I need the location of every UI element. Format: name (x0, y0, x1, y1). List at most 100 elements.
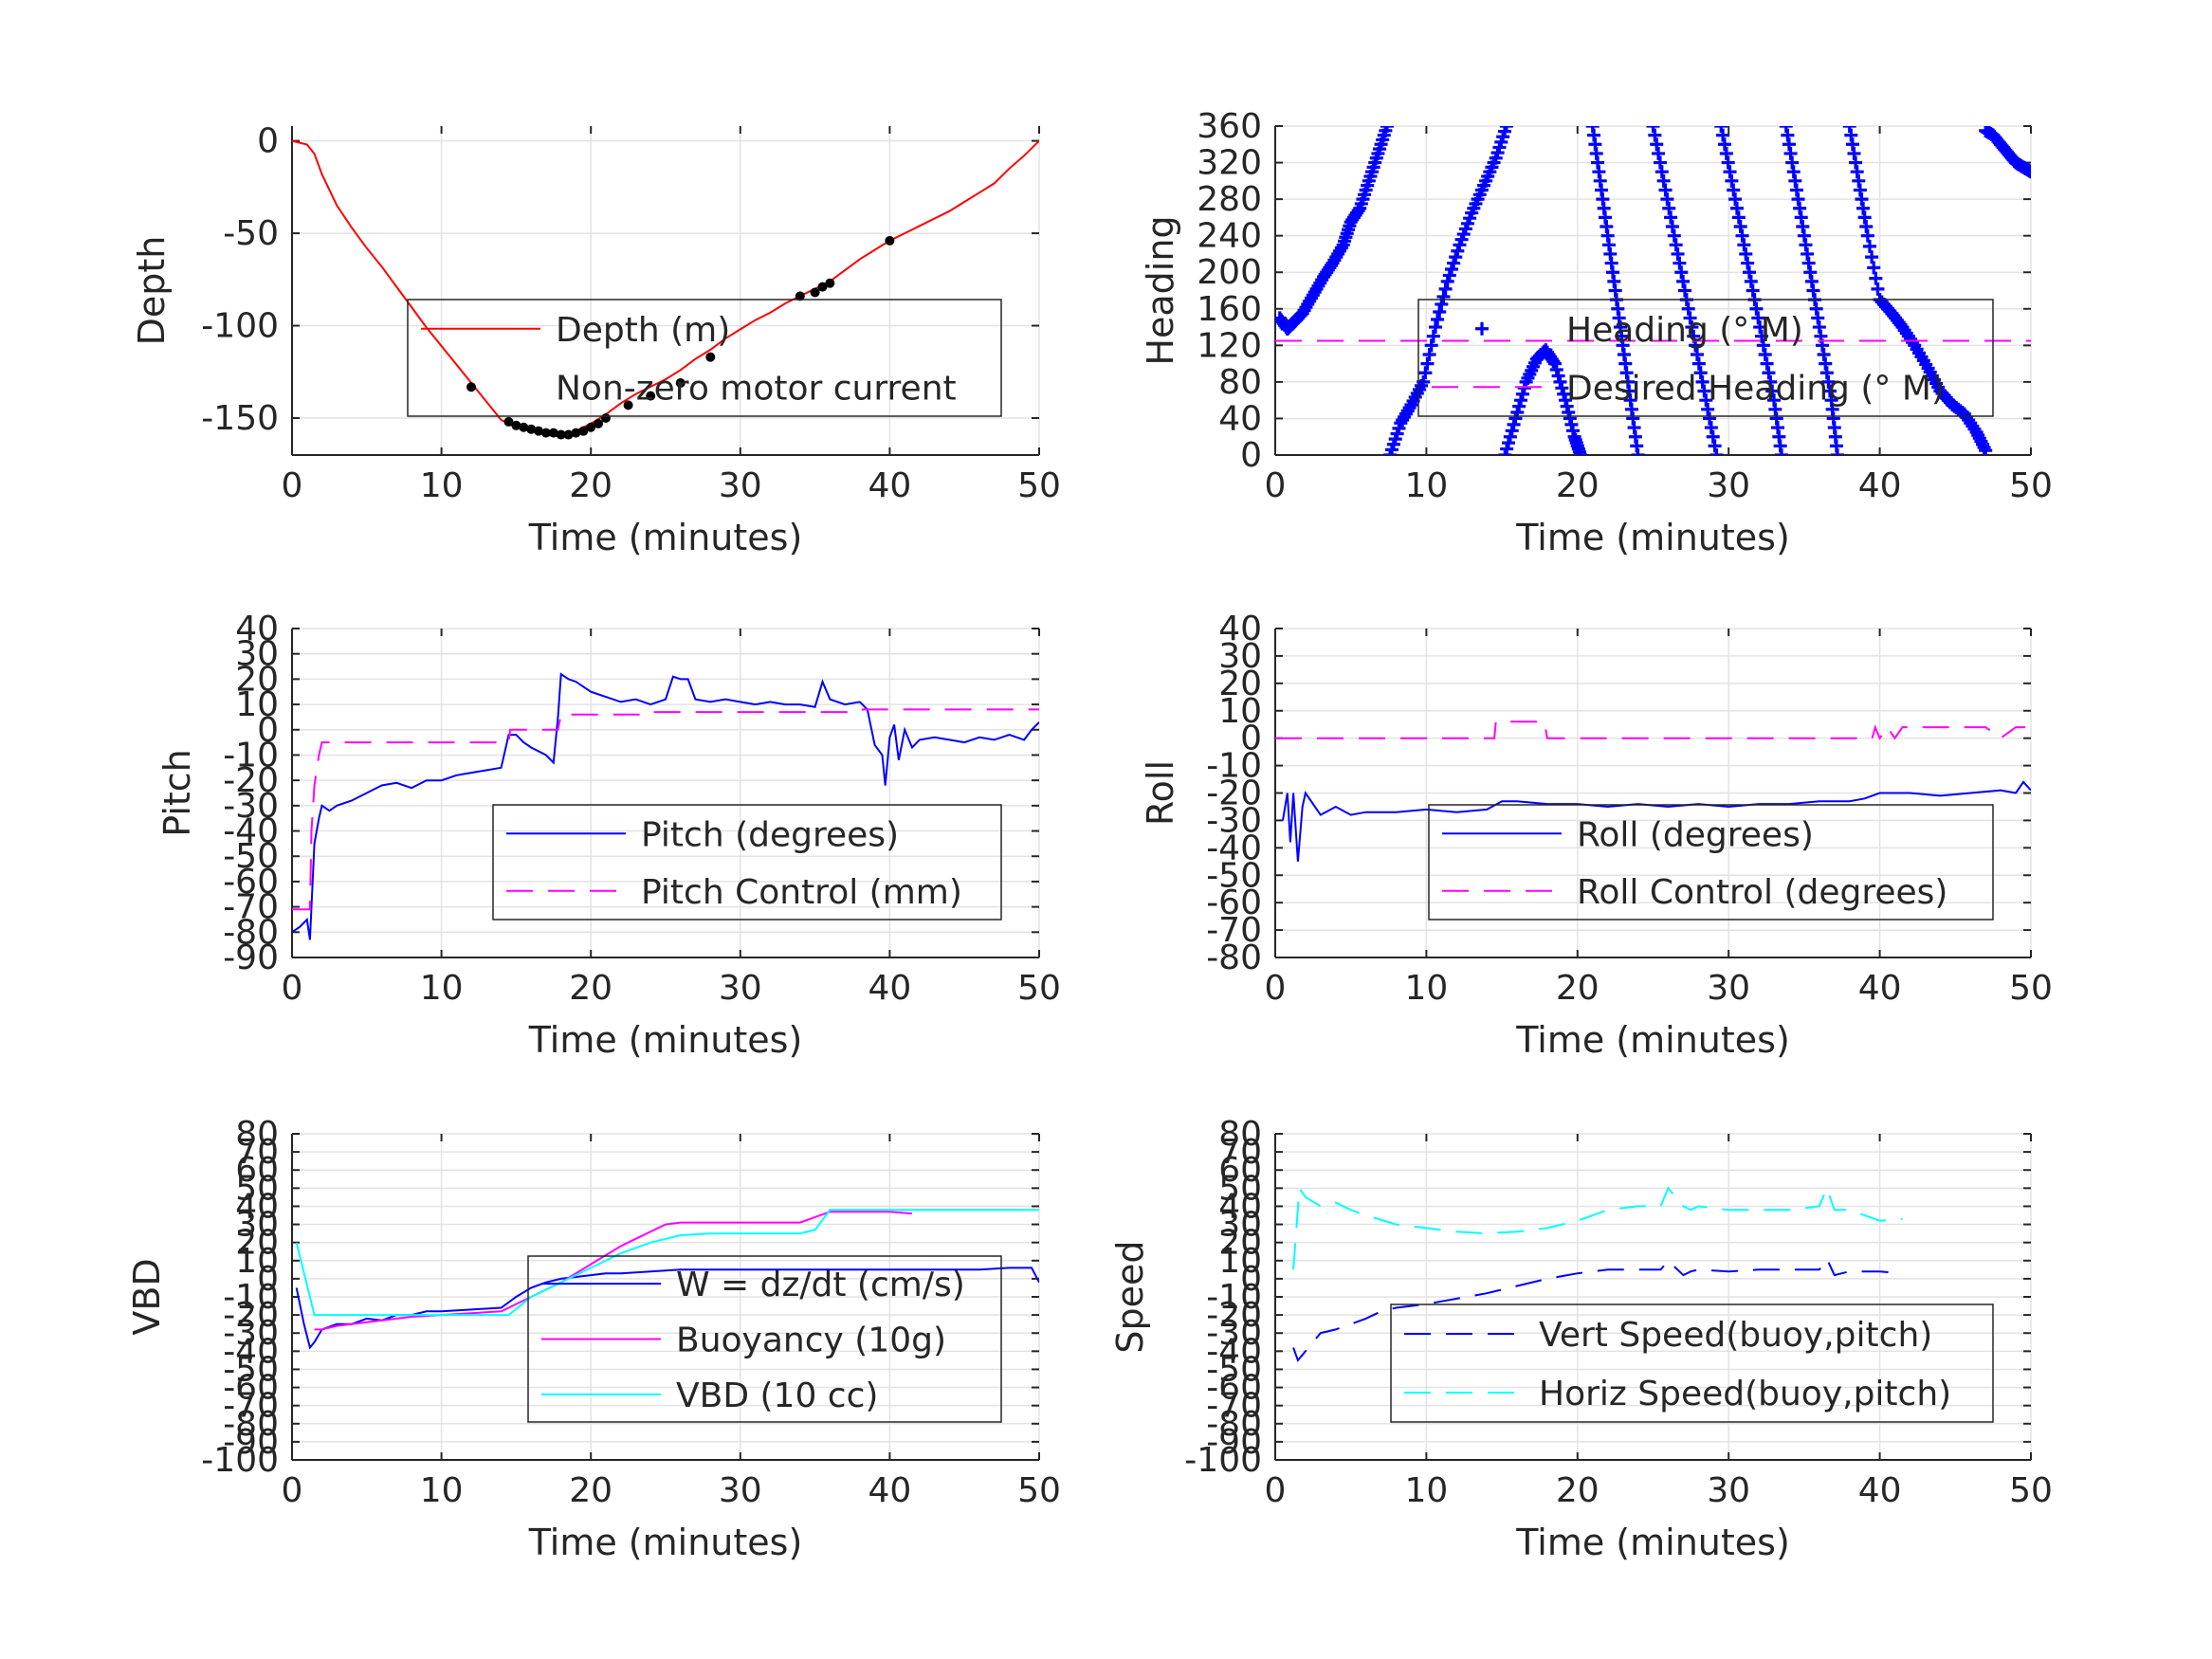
heading-series-0-marker (1862, 239, 1876, 253)
heading-series-0-marker (1774, 448, 1788, 455)
depth-series-1-point (885, 235, 895, 246)
y-tick-label: -50 (223, 214, 279, 253)
heading-series-0-marker (1503, 429, 1517, 444)
heading-series-0-marker (1714, 126, 1728, 133)
vbd-ylabel: VBD (126, 1258, 168, 1335)
y-tick-label: -70 (1206, 911, 1262, 950)
legend-label: Desired Heading (° M) (1566, 369, 1945, 408)
depth-series-1-point (675, 377, 686, 388)
legend-label: W = dz/dt (cm/s) (676, 1266, 965, 1304)
heading-series-0-marker (1865, 250, 1879, 264)
y-tick-label: 50 (235, 1169, 279, 1208)
x-tick-label: 40 (1858, 969, 1902, 1008)
legend-box (407, 299, 1002, 417)
heading-series-0-marker (1716, 128, 1730, 142)
depth-series-1-point (810, 287, 820, 298)
heading-series-0-marker (1669, 238, 1683, 252)
subplot-vbd: 0 10 20 30 40 50-100-90-80-70-60-50-40-30-20-… (126, 1115, 1061, 1563)
y-tick-label: 20 (1218, 665, 1262, 703)
heading-series-0-marker (1660, 192, 1674, 207)
heading-series-0-marker (1662, 201, 1676, 215)
heading-series-0-marker (1667, 228, 1681, 243)
roll-xlabel: Time (minutes) (1515, 1019, 1790, 1061)
legend-label: Horiz Speed(buoy,pitch) (1539, 1375, 1951, 1413)
y-tick-label: -60 (1206, 884, 1262, 922)
heading-series-0-marker (1762, 366, 1776, 380)
heading-series-0-marker (1676, 274, 1691, 288)
x-tick-label: 40 (868, 1471, 911, 1510)
heading-series-0-marker (1742, 265, 1756, 280)
heading-series-0-marker (1553, 374, 1567, 389)
heading-series-0-marker (1683, 311, 1697, 325)
heading-series-0-marker (1867, 261, 1881, 275)
heading-xlabel: Time (minutes) (1515, 517, 1790, 558)
y-tick-label: 160 (1197, 290, 1262, 329)
y-tick-label: 30 (1218, 637, 1262, 676)
x-tick-label: 30 (719, 466, 762, 505)
depth-series-1-point (825, 278, 835, 288)
x-tick-label: 30 (1707, 1471, 1750, 1510)
x-tick-label: 50 (2009, 1471, 2053, 1510)
x-tick-label: 20 (1556, 969, 1600, 1008)
depth-data (292, 139, 1039, 440)
heading-series-0-marker (1648, 128, 1662, 142)
pitch-series-0-line (292, 672, 1039, 940)
speed-legend: Vert Speed(buoy,pitch) Horiz Speed(buoy,p… (1390, 1304, 1994, 1423)
y-tick-label: 320 (1197, 144, 1262, 183)
x-tick-label: 50 (1017, 1471, 1061, 1510)
heading-series-0-marker (1699, 393, 1713, 408)
depth-series-1-point (526, 424, 537, 434)
heading-series-0-marker (1753, 320, 1767, 335)
y-tick-label: -90 (223, 939, 279, 977)
legend-label: Pitch (degrees) (641, 815, 899, 854)
heading-series-0-marker (1447, 256, 1461, 270)
heading-series-0-marker (1555, 381, 1569, 395)
heading-series-0-marker (1547, 356, 1562, 371)
heading-series-0-marker (1665, 220, 1679, 234)
y-tick-label: -100 (1184, 1441, 1262, 1480)
heading-series-0-marker (1691, 356, 1706, 371)
pitch-series-1-line (292, 708, 1039, 911)
heading-series-0-marker (1721, 155, 1735, 170)
subplot-speed: 0 10 20 30 40 50-100-90-80-70-60-50-40-30-20-… (1109, 1115, 2053, 1563)
x-tick-label: 50 (2009, 466, 2053, 505)
y-tick-label: -40 (1206, 1332, 1262, 1371)
x-tick-label: 50 (1017, 466, 1061, 505)
pitch-xlabel: Time (minutes) (528, 1019, 803, 1061)
legend-label: Depth (m) (556, 311, 730, 350)
legend-label: Pitch Control (mm) (641, 873, 962, 912)
depth-series-1-point (534, 426, 544, 436)
heading-series-0-marker (1549, 363, 1563, 377)
heading-series-0-marker (1380, 126, 1394, 133)
heading-series-0-marker (1731, 210, 1746, 225)
heading-series-0-marker (1438, 282, 1453, 296)
x-tick-label: 50 (1017, 969, 1061, 1008)
heading-series-0-marker (1751, 311, 1765, 325)
subplot-pitch: 0 10 20 30 40 50-90-80-70-60-50-40-30-20-1001… (156, 610, 1061, 1061)
x-tick-label: 10 (420, 1471, 464, 1510)
y-tick-label: 0 (257, 711, 279, 750)
x-tick-label: 10 (1404, 969, 1448, 1008)
depth-series-1-point (705, 352, 716, 362)
heading-series-0-marker (1728, 192, 1743, 207)
y-tick-label: 10 (235, 685, 279, 724)
x-tick-label: 20 (569, 969, 612, 1008)
speed-series-0-line (1292, 1256, 1903, 1362)
heading-series-0-marker (1449, 250, 1463, 264)
roll-series-0-line (1282, 780, 2031, 862)
y-tick-label: -30 (223, 787, 279, 826)
y-tick-label: 0 (1240, 720, 1262, 758)
depth-series-1-point (594, 418, 604, 428)
heading-series-0-marker (1631, 448, 1645, 455)
heading-series-0-marker (1451, 244, 1465, 258)
depth-series-1-point (540, 428, 551, 438)
heading-series-0-marker (1422, 347, 1436, 361)
heading-series-0-marker (1515, 387, 1529, 401)
heading-ylabel: Heading (1140, 215, 1181, 365)
heading-series-0-marker (1499, 126, 1513, 133)
heading-series-0-marker (2024, 165, 2031, 179)
speed-data (1292, 1185, 1903, 1362)
x-tick-label: 10 (420, 969, 464, 1008)
